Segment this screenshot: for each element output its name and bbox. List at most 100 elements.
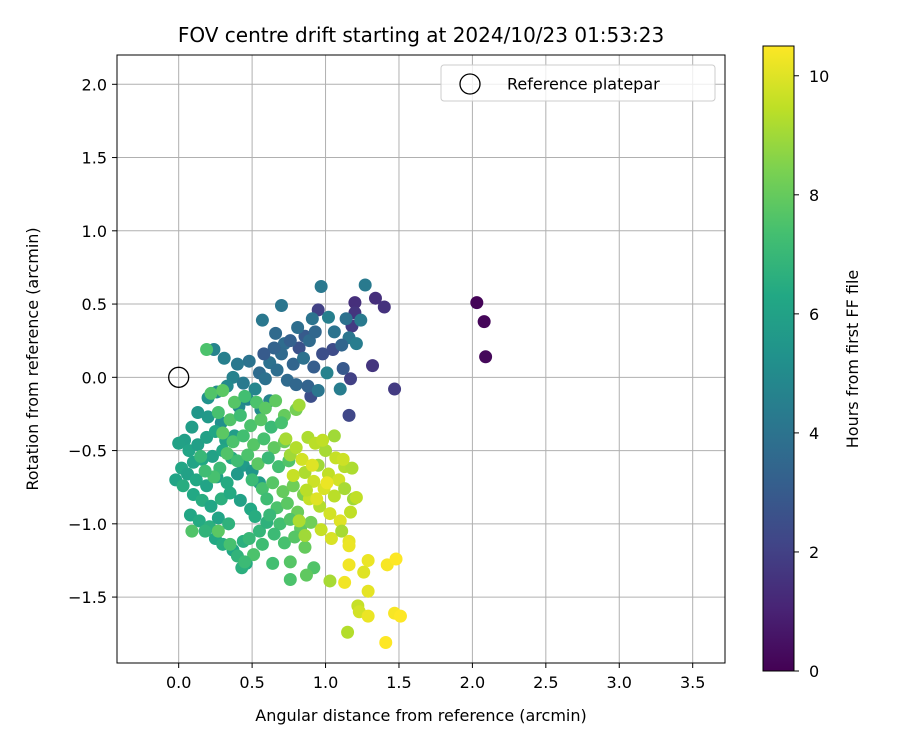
scatter-point [393,609,407,623]
scatter-point [333,382,347,396]
scatter-point [305,458,319,472]
scatter-point [211,524,225,538]
scatter-point [191,405,205,419]
scatter-point [301,379,315,393]
scatter-point [389,552,403,566]
scatter-point [176,479,190,493]
scatter-point [205,449,219,463]
scatter-point [267,441,281,455]
scatter-point [198,464,212,478]
scatter-point [345,461,359,475]
scatter-point [255,537,269,551]
x-tick-label: 1.5 [386,673,411,692]
scatter-point [366,359,380,373]
scatter-point [204,499,218,513]
colorbar-tick-label: 4 [809,424,819,443]
scatter-point [276,485,290,499]
scatter-point [311,383,325,397]
scatter-point [230,357,244,371]
scatter-point [201,410,215,424]
scatter-point [310,492,324,506]
scatter-point [257,347,271,361]
scatter-point [233,493,247,507]
scatter-point [291,321,305,335]
scatter-point [279,432,293,446]
y-tick-label: 1.0 [82,222,107,241]
scatter-point [252,524,266,538]
scatter-point [244,419,258,433]
scatter-point [267,527,281,541]
scatter-point [298,540,312,554]
scatter-point [227,395,241,409]
scatter-point [361,584,375,598]
scatter-point [321,310,335,324]
scatter-point [220,476,234,490]
scatter-point [283,334,297,348]
scatter-point [304,515,318,529]
scatter-point [470,296,484,310]
y-tick-label: −1.0 [68,515,107,534]
scatter-point [377,300,391,314]
y-tick-label: −1.5 [68,588,107,607]
scatter-point [263,508,277,522]
scatter-point [342,539,356,553]
x-axis-label: Angular distance from reference (arcmin) [255,706,586,725]
scatter-point [286,479,300,493]
scatter-point [273,517,287,531]
scatter-point [335,338,349,352]
data-points [168,278,493,649]
scatter-point [292,341,306,355]
scatter-point [307,360,321,374]
scatter-point [267,341,281,355]
scatter-point [254,413,268,427]
scatter-point [226,435,240,449]
x-axis-ticks: 0.0 0.5 1.0 1.5 2.0 2.5 3.0 3.5 [166,663,705,692]
scatter-point [269,394,283,408]
scatter-point [357,565,371,579]
scatter-point [299,568,313,582]
scatter-point [189,473,203,487]
scatter-point [238,555,252,569]
scatter-point [216,383,230,397]
scatter-point [288,530,302,544]
scatter-point [297,351,311,365]
scatter-point [191,438,205,452]
x-tick-label: 1.0 [313,673,338,692]
scatter-point [248,382,262,396]
scatter-point [192,514,206,528]
y-tick-label: 0.5 [82,295,107,314]
scatter-point [280,496,294,510]
scatter-point [286,357,300,371]
x-tick-label: 3.0 [607,673,632,692]
plot-frame [116,54,726,664]
scatter-point [230,454,244,468]
scatter-point [223,413,237,427]
scatter-point [283,555,297,569]
scatter-point [257,432,271,446]
scatter-point [327,325,341,339]
scatter-point [316,433,330,447]
scatter-point [211,405,225,419]
scatter-point [216,426,230,440]
scatter-point [222,517,236,531]
scatter-point [479,350,493,364]
scatter-point [344,505,358,519]
legend: Reference platepar [440,64,716,102]
colorbar-label: Hours from first FF file [843,270,862,449]
scatter-point [388,382,402,396]
scatter-point [292,398,306,412]
scatter-point [314,523,328,537]
scatter-point [349,490,363,504]
scatter-point [274,416,288,430]
scatter-point [344,372,358,386]
legend-label-reference: Reference platepar [507,75,660,94]
scatter-point [477,315,491,329]
scatter-point [261,451,275,465]
scatter-point [251,457,265,471]
scatter-point [236,429,250,443]
y-axis-ticks: 2.0 1.5 1.0 0.5 0.0 −0.5 −1.0 −1.5 [68,75,117,607]
scatter-point [379,635,393,649]
colorbar: 0 2 4 6 8 10 Hours from first FF file [762,45,862,681]
scatter-point [316,347,330,361]
scatter-point [292,514,306,528]
